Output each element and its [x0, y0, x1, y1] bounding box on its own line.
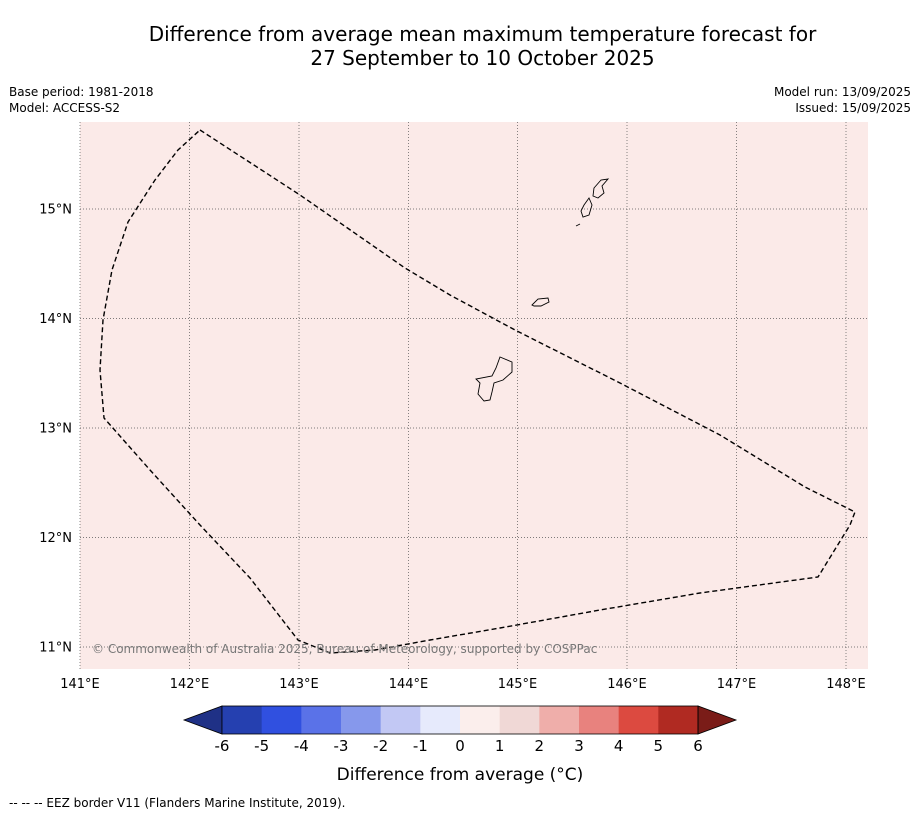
colorbar-cells — [222, 706, 699, 734]
lon-tick-label: 145°E — [498, 677, 538, 692]
eez-footnote: -- -- -- EEZ border V11 (Flanders Marine… — [9, 796, 346, 810]
lon-tick-label: 143°E — [279, 677, 319, 692]
lat-tick-label: 11°N — [39, 641, 72, 656]
model-text: Model: ACCESS-S2 — [9, 101, 121, 115]
colorbar-tick-label: -6 — [215, 737, 230, 755]
colorbar-frame — [221, 705, 699, 735]
model-run-text: Model run: 13/09/2025 — [773, 85, 911, 99]
lat-tick-label: 12°N — [39, 531, 72, 546]
right-info: Model run: 13/09/2025 Issued: 15/09/2025 — [774, 84, 911, 116]
colorbar-tick-label: -4 — [294, 737, 309, 755]
eez-border — [99, 129, 856, 654]
colorbar-cell — [618, 706, 659, 734]
lat-tick-label: 13°N — [39, 422, 72, 437]
map-area — [80, 122, 868, 669]
colorbar-over-arrow — [697, 705, 738, 735]
colorbar-tick-label: -3 — [334, 737, 349, 755]
colorbar-cell — [499, 706, 540, 734]
chart-title: Difference from average mean maximum tem… — [0, 22, 919, 70]
lat-tick-label: 14°N — [39, 312, 72, 327]
lat-tick-labels: 15°N 14°N 13°N 12°N 11°N — [39, 203, 72, 656]
colorbar-cell — [261, 706, 302, 734]
lon-tick-label: 146°E — [607, 677, 647, 692]
colorbar-tick-label: -2 — [373, 737, 388, 755]
colorbar-tick-label: -1 — [413, 737, 428, 755]
colorbar-cell — [539, 706, 580, 734]
colorbar-cell — [579, 706, 620, 734]
gridlines — [79, 122, 868, 669]
colorbar-cell — [341, 706, 382, 734]
colorbar-cell — [460, 706, 501, 734]
copyright-text: © Commonwealth of Australia 2025, Bureau… — [92, 642, 597, 656]
title-line-1: Difference from average mean maximum tem… — [148, 22, 817, 46]
left-info: Base period: 1981-2018 Model: ACCESS-S2 — [9, 84, 154, 116]
issued-text: Issued: 15/09/2025 — [795, 101, 911, 115]
colorbar-tick-label: 2 — [535, 737, 545, 755]
lon-tick-label: 144°E — [389, 677, 429, 692]
lon-tick-labels: 141°E 142°E 143°E 144°E 145°E 146°E 147°… — [60, 677, 866, 692]
colorbar-tick-label: 5 — [654, 737, 664, 755]
colorbar-tick-labels: -6 -5 -4 -3 -2 -1 0 1 2 3 4 5 6 — [215, 737, 703, 755]
islands — [475, 178, 610, 402]
colorbar-tick-label: -5 — [254, 737, 269, 755]
colorbar-tick-label: 3 — [574, 737, 584, 755]
colorbar-tick-label: 1 — [495, 737, 505, 755]
colorbar-cell — [301, 706, 342, 734]
colorbar-under-arrow — [182, 705, 223, 735]
lon-tick-label: 147°E — [717, 677, 757, 692]
saipan-outline — [592, 178, 610, 199]
colorbar-title: Difference from average (°C) — [337, 765, 584, 785]
colorbar-tick-label: 6 — [693, 737, 703, 755]
colorbar-tick-label: 0 — [455, 737, 465, 755]
colorbar-cell — [658, 706, 699, 734]
colorbar-cell — [222, 706, 263, 734]
guam-outline — [475, 356, 513, 402]
lon-tick-label: 142°E — [170, 677, 210, 692]
base-period-text: Base period: 1981-2018 — [9, 85, 154, 99]
title-line-2: 27 September to 10 October 2025 — [310, 46, 655, 70]
colorbar: -6 -5 -4 -3 -2 -1 0 1 2 3 4 5 6 Difference from aver… — [182, 705, 738, 785]
lat-tick-label: 15°N — [39, 203, 72, 218]
colorbar-cell — [380, 706, 421, 734]
lon-tick-label: 141°E — [60, 677, 100, 692]
tinian-outline — [580, 197, 593, 218]
lon-tick-label: 148°E — [826, 677, 866, 692]
rota-outline — [531, 297, 550, 307]
colorbar-cell — [420, 706, 461, 734]
colorbar-tick-label: 4 — [614, 737, 624, 755]
aguijan-outline — [575, 223, 581, 227]
